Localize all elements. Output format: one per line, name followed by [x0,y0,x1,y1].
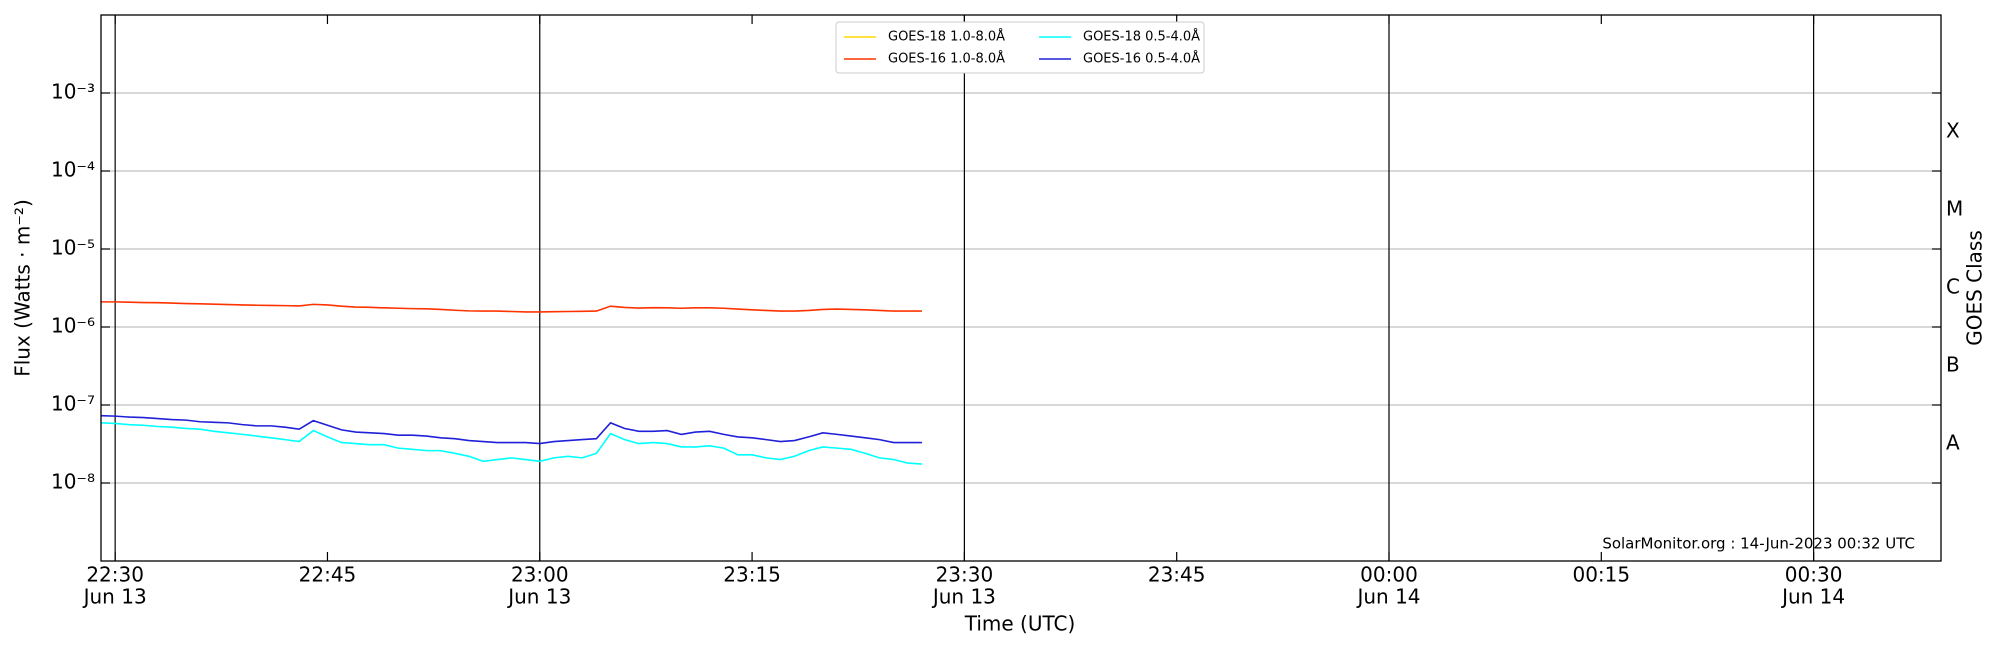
x-tick-label: 23:00 [511,563,569,587]
x-tick-label: Jun 13 [82,585,147,609]
x-tick-label: 23:15 [723,563,781,587]
series-line [100,414,922,445]
x-tick-label: Jun 13 [931,585,996,609]
x-tick-label: Jun 14 [1355,585,1420,609]
y-tick-label: 10⁻⁴ [51,158,95,182]
legend-label: GOES-18 0.5-4.0Å [1083,29,1200,45]
x-tick-label: 00:00 [1360,563,1418,587]
y2-tick-label: X [1946,119,1960,143]
series-line [101,301,922,313]
x-tick-label: 22:45 [299,563,357,587]
x-tick-label: Jun 13 [506,585,571,609]
y2-tick-label: B [1946,353,1960,377]
y-tick-label: 10⁻⁵ [51,236,95,260]
x-tick-label: 00:30 [1785,563,1843,587]
x-tick-label: Jun 14 [1780,585,1845,609]
series-line [100,422,922,465]
y-axis-label: Flux (Watts · m⁻²) [11,199,35,377]
y2-tick-label: C [1946,275,1960,299]
y-tick-label: 10⁻⁶ [51,314,95,338]
y2-tick-label: M [1946,197,1963,221]
x-axis-label: Time (UTC) [964,612,1076,636]
y-tick-label: 10⁻⁸ [51,470,95,494]
annotation: SolarMonitor.org : 14-Jun-2023 00:32 UTC [1602,535,1915,553]
legend-label: GOES-16 1.0-8.0Å [888,51,1005,67]
x-tick-label: 22:30 [86,563,144,587]
x-tick-label: 23:30 [936,563,994,587]
legend-label: GOES-18 1.0-8.0Å [888,29,1005,45]
plot-frame [100,14,1942,562]
y-tick-label: 10⁻³ [51,80,95,104]
y-tick-label: 10⁻⁷ [51,392,95,416]
legend-label: GOES-16 0.5-4.0Å [1083,51,1200,67]
x-tick-label: 00:15 [1572,563,1630,587]
y2-tick-label: A [1946,431,1960,455]
legend-box [835,21,1205,74]
x-tick-label: 23:45 [1148,563,1206,587]
y2-axis-label: GOES Class [1963,230,1987,346]
